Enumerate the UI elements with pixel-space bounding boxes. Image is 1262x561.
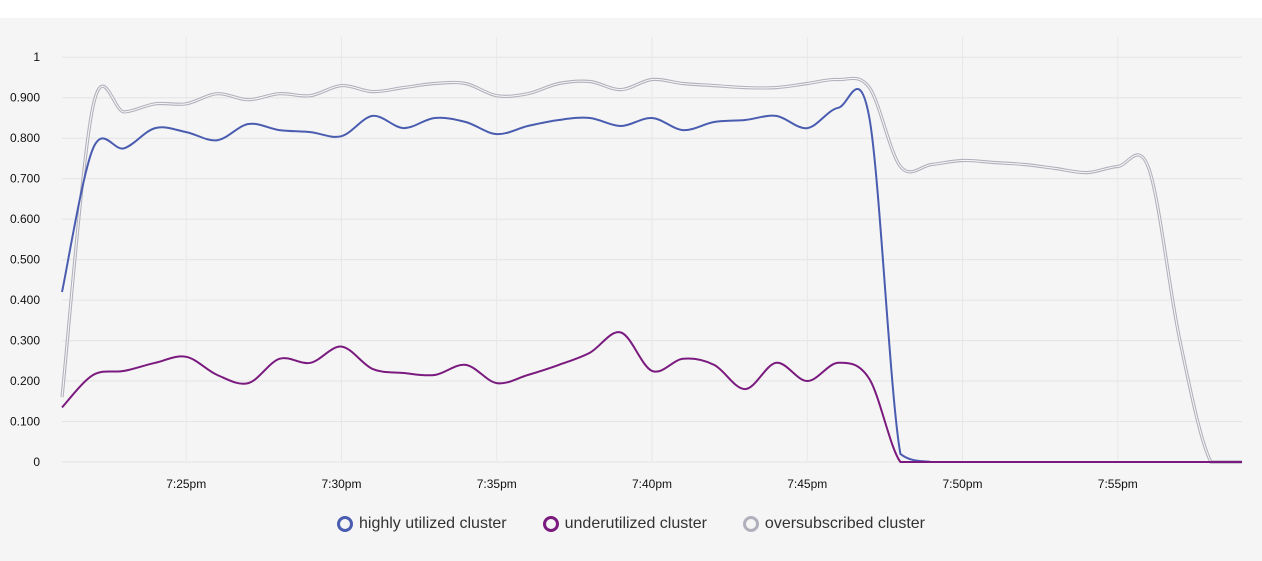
legend-marker-underutilized <box>542 516 559 532</box>
legend-item-highly-utilized[interactable]: highly utilized cluster <box>337 515 507 533</box>
y-tick-label: 1 <box>33 50 40 64</box>
legend-marker-oversubscribed <box>742 516 759 532</box>
legend: highly utilized cluster underutilized cl… <box>0 515 1262 533</box>
y-tick-label: 0 <box>33 455 40 469</box>
series-lines <box>60 76 1242 464</box>
y-axis-ticks: 0 0.100 0.200 0.300 0.400 0.500 0.600 0.700 0.80… <box>10 50 40 469</box>
legend-item-underutilized[interactable]: underutilized cluster <box>542 515 707 533</box>
legend-marker-highly-utilized <box>337 516 353 532</box>
y-tick-label: 0.100 <box>10 415 40 429</box>
series-line-underutilized-cluster <box>61 331 1242 463</box>
x-tick-label: 7:35pm <box>477 477 517 491</box>
x-tick-label: 7:50pm <box>943 477 983 491</box>
x-tick-label: 7:45pm <box>787 477 827 491</box>
x-tick-label: 7:55pm <box>1098 477 1138 491</box>
x-axis-ticks: 7:25pm 7:30pm 7:35pm 7:40pm 7:45pm 7:50pm 7:55… <box>166 477 1138 491</box>
chart-panel: 0 0.100 0.200 0.300 0.400 0.500 0.600 0.700 0.80… <box>0 18 1262 561</box>
y-tick-label: 0.200 <box>10 374 40 388</box>
x-tick-label: 7:30pm <box>321 477 361 491</box>
legend-label-underutilized: underutilized cluster <box>564 515 707 532</box>
line-chart: 0 0.100 0.200 0.300 0.400 0.500 0.600 0.700 0.80… <box>10 37 1242 491</box>
y-tick-label: 0.500 <box>10 253 40 267</box>
x-tick-label: 7:25pm <box>166 477 206 491</box>
y-tick-label: 0.800 <box>10 131 40 145</box>
x-tick-label: 7:40pm <box>632 477 672 491</box>
legend-label-highly-utilized: highly utilized cluster <box>359 515 507 532</box>
y-tick-label: 0.300 <box>10 334 40 348</box>
y-tick-label: 0.900 <box>10 91 40 105</box>
series-line-oversubscribed-cluster <box>61 77 1242 463</box>
y-tick-label: 0.700 <box>10 172 40 186</box>
legend-item-oversubscribed[interactable]: oversubscribed cluster <box>742 515 925 533</box>
y-tick-label: 0.400 <box>10 293 40 307</box>
y-tick-label: 0.600 <box>10 212 40 226</box>
grid <box>62 37 1242 463</box>
legend-label-oversubscribed: oversubscribed cluster <box>764 515 925 532</box>
